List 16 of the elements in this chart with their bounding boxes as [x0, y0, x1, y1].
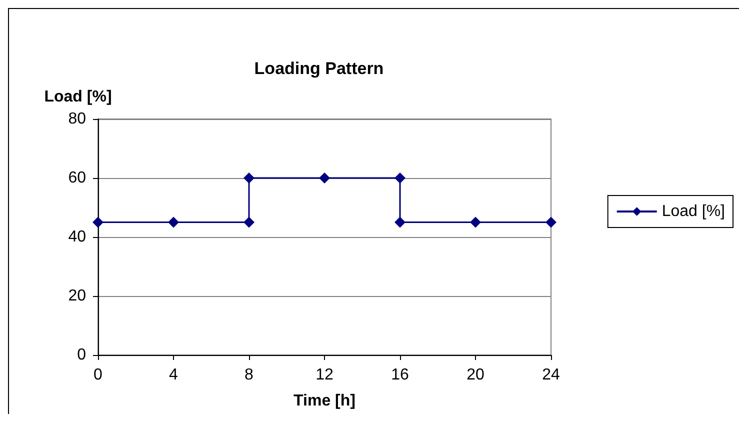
legend-label: Load [%] [662, 203, 725, 220]
x-tick-label: 8 [244, 366, 254, 384]
chart-title: Loading Pattern [254, 59, 384, 78]
x-tick-label: 24 [542, 366, 560, 384]
x-tick-label: 20 [466, 366, 484, 384]
x-tick-label: 4 [169, 366, 178, 384]
y-tick-label: 60 [68, 170, 86, 186]
x-axis-title: Time [h] [294, 392, 356, 410]
x-tick-label: 16 [391, 366, 409, 384]
y-axis-title: Load [%] [44, 88, 112, 106]
y-tick-label: 80 [68, 110, 86, 128]
x-tick-label: 12 [316, 366, 334, 384]
x-tick-label: 0 [94, 366, 103, 384]
y-tick-label: 0 [77, 346, 86, 364]
y-tick-label: 40 [68, 228, 86, 246]
y-tick-label: 20 [68, 288, 86, 304]
